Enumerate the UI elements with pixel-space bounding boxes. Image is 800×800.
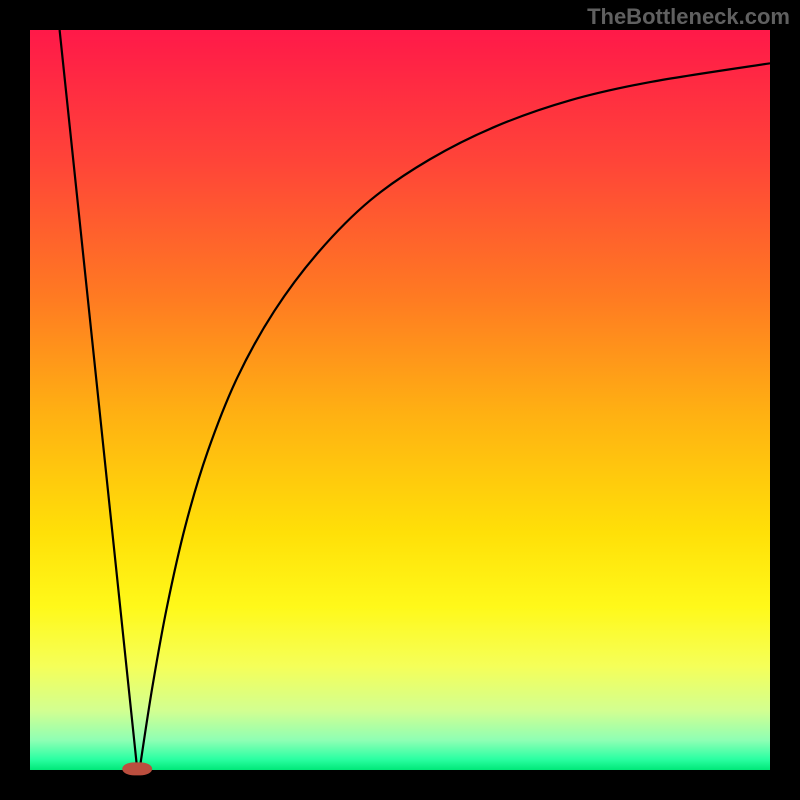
watermark-text: TheBottleneck.com — [587, 4, 790, 30]
plot-area — [30, 30, 770, 770]
curve-layer — [30, 30, 770, 770]
minimum-marker — [123, 762, 153, 775]
chart-container: TheBottleneck.com — [0, 0, 800, 800]
bottleneck-curve — [60, 30, 770, 770]
